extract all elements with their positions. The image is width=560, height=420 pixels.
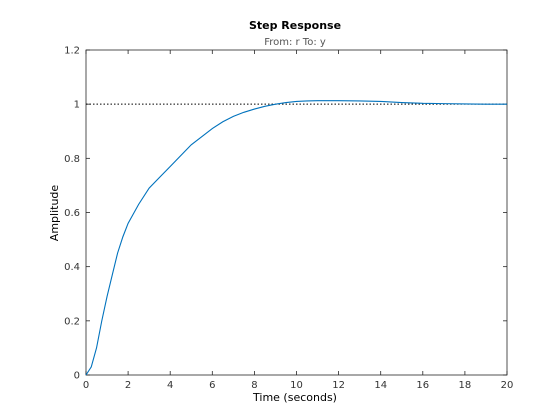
x-tick-label: 18 (459, 380, 472, 391)
series-line-step-response (85, 100, 507, 376)
x-tick-label: 20 (501, 380, 514, 391)
x-tick-label: 6 (209, 380, 215, 391)
y-tick-label: 1 (74, 100, 80, 111)
y-tick-label: 0.6 (64, 208, 80, 219)
chart-subtitle: From: r To: y (264, 37, 326, 48)
chart-title: Step Response (249, 19, 341, 32)
y-tick-label: 0.8 (64, 154, 80, 165)
y-tick-label: 0.4 (64, 262, 80, 273)
x-tick-label: 2 (125, 380, 131, 391)
plot-area (85, 49, 508, 376)
y-tick-label: 0.2 (64, 316, 80, 327)
y-tick-label: 0 (74, 371, 80, 382)
x-tick-label: 4 (167, 380, 173, 391)
x-axis-label: Time (seconds) (252, 391, 337, 404)
axis-ticks: 0 2 4 6 8 10 12 14 16 18 20 0 0.2 0.4 0.6 0.8 1 1.2 (64, 46, 513, 392)
y-tick-label: 1.2 (64, 46, 80, 57)
x-tick-label: 12 (332, 380, 345, 391)
x-tick-label: 0 (83, 380, 89, 391)
x-tick-label: 16 (416, 380, 429, 391)
x-tick-label: 14 (374, 380, 387, 391)
x-tick-label: 8 (251, 380, 257, 391)
y-axis-label: Amplitude (48, 185, 61, 242)
x-tick-label: 10 (290, 380, 303, 391)
